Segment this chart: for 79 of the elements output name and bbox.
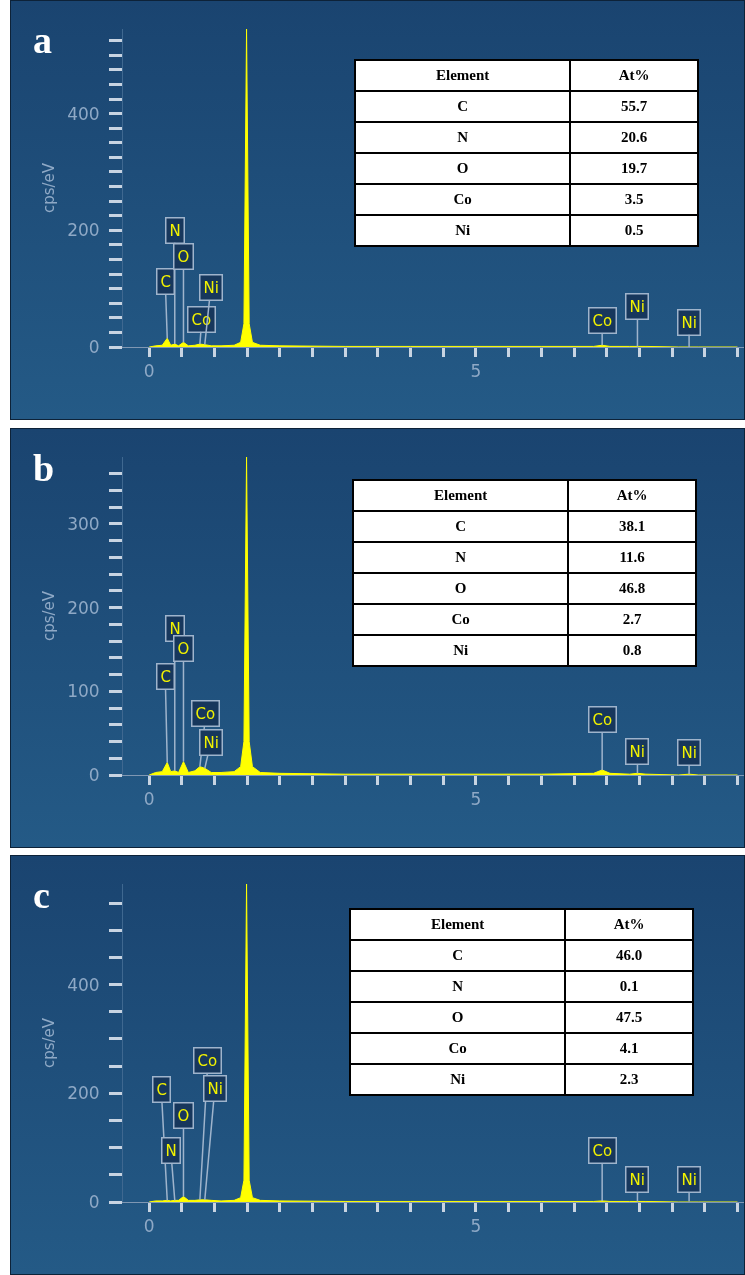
text: At% <box>565 909 693 940</box>
annotation: Co <box>191 310 212 329</box>
text: At% <box>568 480 696 511</box>
y-tick-label: 0 <box>88 1191 100 1212</box>
category-label: O <box>353 573 569 604</box>
data-label: 55.7 <box>570 91 698 122</box>
annotation: O <box>177 247 190 266</box>
category-label: Ni <box>353 635 569 666</box>
category-label: Ni <box>350 1064 566 1095</box>
annotation: N <box>169 221 181 240</box>
text: Element <box>355 60 571 91</box>
annotation: O <box>177 1106 190 1125</box>
category-label: C <box>350 940 566 971</box>
data-label: 20.6 <box>570 122 698 153</box>
annotation: Ni <box>629 297 645 316</box>
text: At% <box>570 60 698 91</box>
data-label: 46.0 <box>565 940 693 971</box>
y-axis-title: cps/eV <box>40 1017 59 1069</box>
annotation: O <box>177 639 190 658</box>
annotation: Co <box>592 1141 613 1160</box>
y-tick-label: 0 <box>88 336 100 357</box>
annotation: C <box>160 272 171 291</box>
data-label: 11.6 <box>568 542 696 573</box>
annotation: N <box>165 1141 177 1160</box>
category-label: N <box>355 122 571 153</box>
annotation: Co <box>592 311 613 330</box>
category-label: C <box>355 91 571 122</box>
y-tick-label: 0 <box>88 764 100 785</box>
y-tick-label: 400 <box>67 974 100 995</box>
y-tick-label: 200 <box>67 220 100 241</box>
data-label: 38.1 <box>568 511 696 542</box>
data-label: 19.7 <box>570 153 698 184</box>
data-label: 0.8 <box>568 635 696 666</box>
annotation: Ni <box>207 1079 223 1098</box>
annotation: Ni <box>681 313 697 332</box>
category-label: Co <box>350 1033 566 1064</box>
category-label: N <box>353 542 569 573</box>
x-tick-label: 5 <box>470 789 482 810</box>
annotation: Ni <box>203 278 219 297</box>
y-tick-label: 200 <box>67 597 100 618</box>
annotation: Ni <box>203 733 219 752</box>
chart-title: b <box>32 446 55 489</box>
annotation: Ni <box>681 743 697 762</box>
annotation: Co <box>195 704 216 723</box>
category-label: O <box>355 153 571 184</box>
data-label: 47.5 <box>565 1002 693 1033</box>
annotation: C <box>156 1080 167 1099</box>
y-tick-label: 100 <box>67 681 100 702</box>
data-label: 2.3 <box>565 1064 693 1095</box>
y-tick-label: 300 <box>67 513 100 534</box>
data-label: 46.8 <box>568 573 696 604</box>
y-tick-label: 200 <box>67 1083 100 1104</box>
text: Element <box>353 480 569 511</box>
category-label: Ni <box>355 215 571 246</box>
annotation: N <box>169 619 181 638</box>
category-label: O <box>350 1002 566 1033</box>
category-label: Co <box>355 184 571 215</box>
category-label: Co <box>353 604 569 635</box>
annotation: Ni <box>681 1170 697 1189</box>
data-label: 2.7 <box>568 604 696 635</box>
x-tick-label: 5 <box>470 1216 482 1237</box>
annotation: Co <box>197 1051 218 1070</box>
annotation: Ni <box>629 1170 645 1189</box>
category-label: N <box>350 971 566 1002</box>
chart-title: c <box>32 873 50 916</box>
y-tick-label: 400 <box>67 103 100 124</box>
data-label: 0.5 <box>570 215 698 246</box>
data-label: 0.1 <box>565 971 693 1002</box>
y-axis-title: cps/eV <box>40 162 59 214</box>
annotation: Ni <box>629 742 645 761</box>
category-label: C <box>353 511 569 542</box>
annotation: C <box>160 667 171 686</box>
data-label: 4.1 <box>565 1033 693 1064</box>
y-axis-title: cps/eV <box>40 590 59 642</box>
annotation: Co <box>592 710 613 729</box>
data-label: 3.5 <box>570 184 698 215</box>
chart-title: a <box>32 18 52 61</box>
text: Element <box>350 909 566 940</box>
x-tick-label: 5 <box>470 361 482 382</box>
